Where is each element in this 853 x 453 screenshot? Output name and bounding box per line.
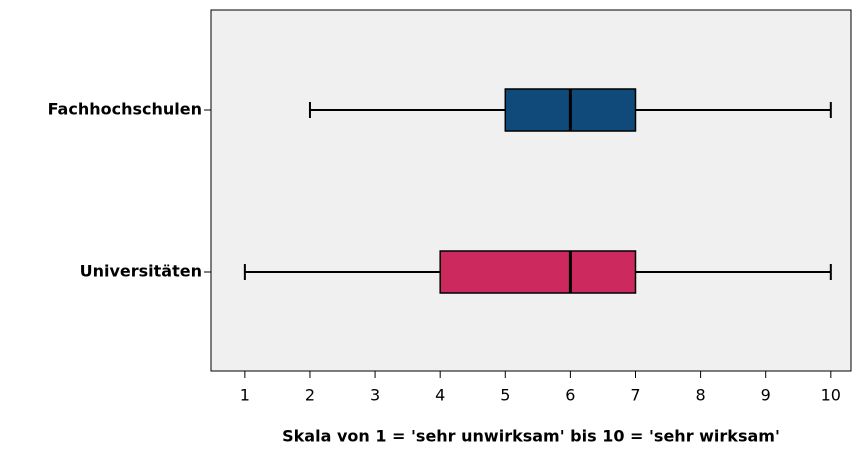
- x-tick-label: 3: [370, 386, 380, 405]
- x-tick-label: 4: [435, 386, 445, 405]
- x-tick-label: 6: [565, 386, 575, 405]
- x-tick-label: 10: [821, 386, 841, 405]
- x-axis-title: Skala von 1 = 'sehr unwirksam' bis 10 = …: [282, 427, 780, 446]
- x-tick-label: 9: [761, 386, 771, 405]
- y-tick-label: Universitäten: [80, 262, 202, 281]
- x-tick-label: 2: [305, 386, 315, 405]
- box: [439, 250, 637, 294]
- x-tick-label: 5: [500, 386, 510, 405]
- plot-area: [210, 9, 852, 372]
- x-tick-label: 7: [630, 386, 640, 405]
- x-tick-label: 8: [696, 386, 706, 405]
- x-tick-label: 1: [240, 386, 250, 405]
- y-tick-label: Fachhochschulen: [48, 100, 202, 119]
